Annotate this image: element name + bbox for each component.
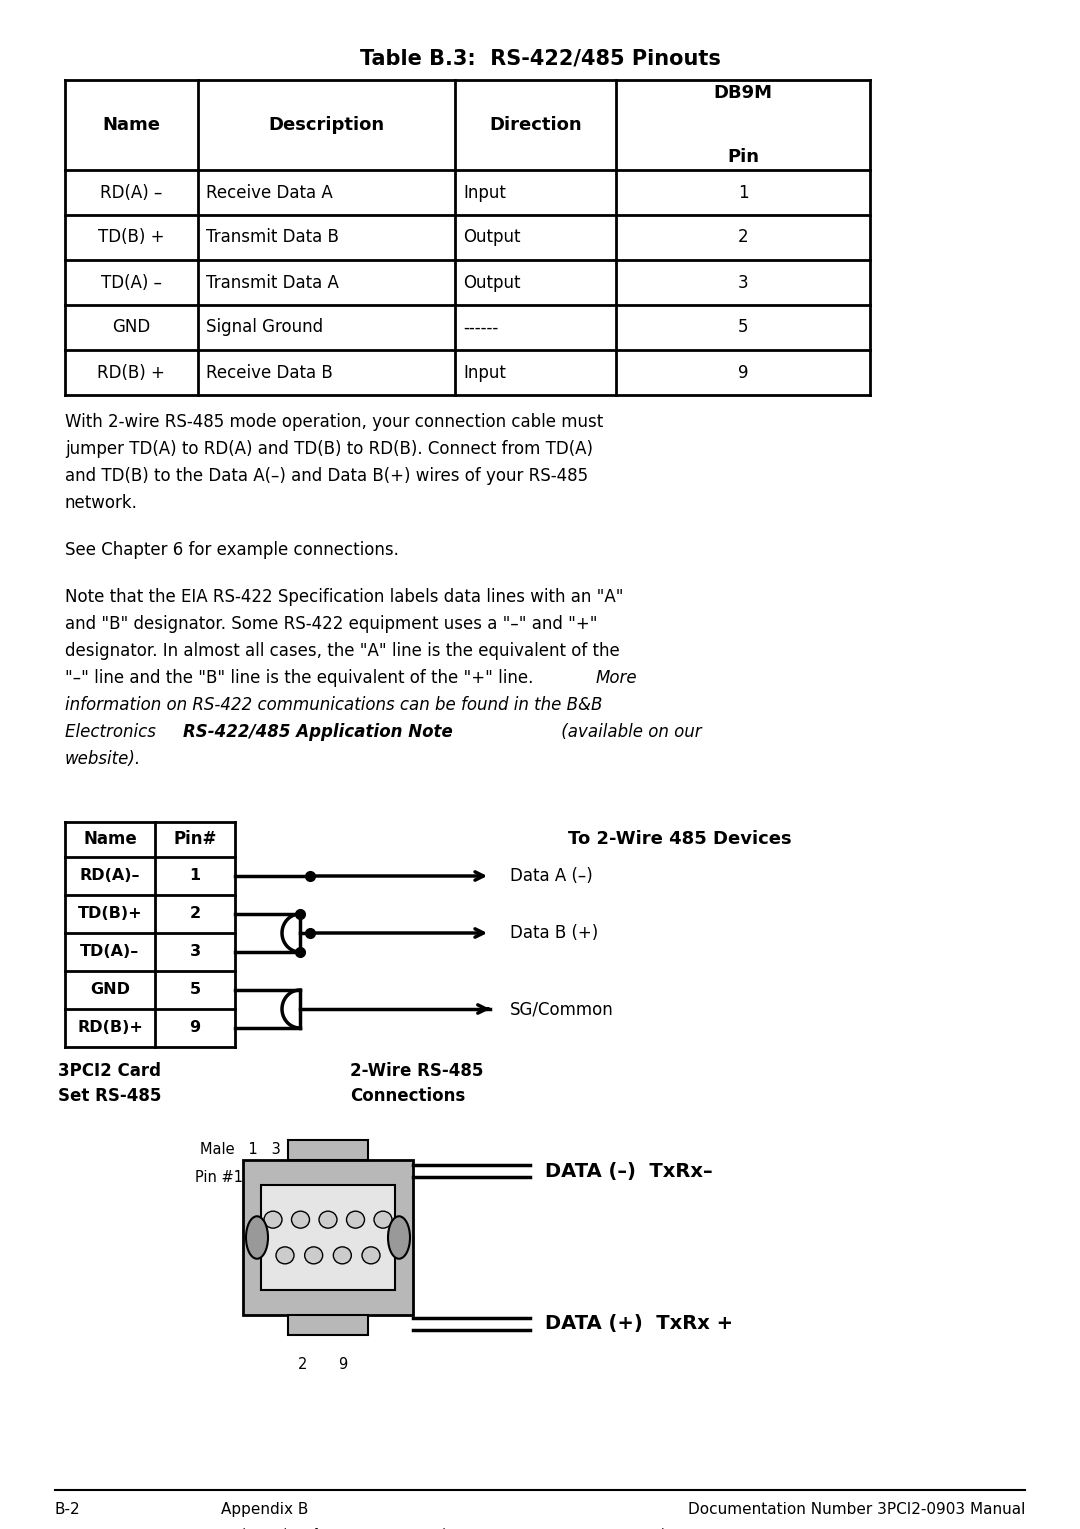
Text: SG/Common: SG/Common bbox=[510, 1000, 613, 1018]
Text: GND: GND bbox=[90, 983, 130, 997]
Text: Data A (–): Data A (–) bbox=[510, 867, 593, 885]
Text: 2: 2 bbox=[298, 1358, 308, 1372]
Text: 2: 2 bbox=[189, 907, 201, 922]
Text: GND: GND bbox=[112, 318, 150, 336]
Text: DB9M

Pin: DB9M Pin bbox=[714, 84, 772, 167]
Text: Appendix B: Appendix B bbox=[221, 1501, 309, 1517]
Text: and TD(B) to the Data A(–) and Data B(+) wires of your RS-485: and TD(B) to the Data A(–) and Data B(+)… bbox=[65, 466, 589, 485]
Text: Receive Data B: Receive Data B bbox=[206, 364, 333, 382]
Text: Signal Ground: Signal Ground bbox=[206, 318, 323, 336]
Text: 5: 5 bbox=[738, 318, 748, 336]
Text: jumper TD(A) to RD(A) and TD(B) to RD(B). Connect from TD(A): jumper TD(A) to RD(A) and TD(B) to RD(B)… bbox=[65, 440, 593, 459]
Ellipse shape bbox=[334, 1246, 351, 1264]
Text: 3PCI2 Card
Set RS-485: 3PCI2 Card Set RS-485 bbox=[58, 1063, 162, 1105]
Text: Direction: Direction bbox=[489, 116, 582, 135]
Text: Receive Data A: Receive Data A bbox=[206, 183, 333, 202]
Text: DATA (–)  TxRx–: DATA (–) TxRx– bbox=[545, 1162, 713, 1180]
Text: Description: Description bbox=[269, 116, 384, 135]
Text: More: More bbox=[596, 670, 637, 687]
Text: and "B" designator. Some RS-422 equipment uses a "–" and "+": and "B" designator. Some RS-422 equipmen… bbox=[65, 615, 597, 633]
Text: TD(A) –: TD(A) – bbox=[100, 274, 162, 292]
Ellipse shape bbox=[305, 1246, 323, 1264]
Ellipse shape bbox=[264, 1211, 282, 1228]
Text: DATA (+)  TxRx +: DATA (+) TxRx + bbox=[545, 1315, 733, 1333]
Text: 3: 3 bbox=[189, 945, 201, 960]
Bar bbox=[243, 1161, 413, 1315]
Text: ------: ------ bbox=[463, 318, 499, 336]
Text: TD(B)+: TD(B)+ bbox=[78, 907, 143, 922]
Text: Name: Name bbox=[83, 830, 137, 849]
Text: website).: website). bbox=[65, 751, 141, 768]
Text: 2-Wire RS-485
Connections: 2-Wire RS-485 Connections bbox=[350, 1063, 484, 1105]
Text: Output: Output bbox=[463, 274, 521, 292]
Text: 3: 3 bbox=[738, 274, 748, 292]
Text: With 2-wire RS-485 mode operation, your connection cable must: With 2-wire RS-485 mode operation, your … bbox=[65, 413, 604, 431]
Text: RS-422/485 Application Note: RS-422/485 Application Note bbox=[183, 723, 453, 742]
Ellipse shape bbox=[388, 1216, 410, 1258]
Text: 9: 9 bbox=[338, 1358, 348, 1372]
Text: RD(A)–: RD(A)– bbox=[80, 868, 140, 884]
Text: Transmit Data A: Transmit Data A bbox=[206, 274, 339, 292]
Text: 9: 9 bbox=[189, 1020, 201, 1035]
Bar bbox=[288, 1141, 368, 1161]
Ellipse shape bbox=[319, 1211, 337, 1228]
Ellipse shape bbox=[292, 1211, 310, 1228]
Text: 1: 1 bbox=[189, 868, 201, 884]
Ellipse shape bbox=[362, 1246, 380, 1264]
Text: TD(A)–: TD(A)– bbox=[80, 945, 139, 960]
Bar bbox=[288, 1315, 368, 1335]
Text: 1: 1 bbox=[738, 183, 748, 202]
Bar bbox=[261, 1185, 395, 1290]
Text: Pin #1: Pin #1 bbox=[195, 1170, 243, 1185]
Text: Data B (+): Data B (+) bbox=[510, 924, 598, 942]
Text: Male   1   3: Male 1 3 bbox=[200, 1142, 281, 1157]
Text: information on RS-422 communications can be found in the B&B: information on RS-422 communications can… bbox=[65, 696, 603, 714]
Text: Documentation Number 3PCI2-0903 Manual: Documentation Number 3PCI2-0903 Manual bbox=[688, 1501, 1025, 1517]
Ellipse shape bbox=[374, 1211, 392, 1228]
Text: Pin#: Pin# bbox=[173, 830, 217, 849]
Ellipse shape bbox=[276, 1246, 294, 1264]
Text: (available on our: (available on our bbox=[556, 723, 702, 742]
Ellipse shape bbox=[246, 1216, 268, 1258]
Text: Note that the EIA RS-422 Specification labels data lines with an "A": Note that the EIA RS-422 Specification l… bbox=[65, 589, 623, 605]
Text: Electronics: Electronics bbox=[65, 723, 161, 742]
Text: See Chapter 6 for example connections.: See Chapter 6 for example connections. bbox=[65, 541, 399, 560]
Text: Output: Output bbox=[463, 228, 521, 246]
Text: 2: 2 bbox=[738, 228, 748, 246]
Text: 9: 9 bbox=[738, 364, 748, 382]
Text: 5: 5 bbox=[189, 983, 201, 997]
Text: network.: network. bbox=[65, 494, 138, 512]
Text: RD(B) +: RD(B) + bbox=[97, 364, 165, 382]
Ellipse shape bbox=[347, 1211, 365, 1228]
Text: designator. In almost all cases, the "A" line is the equivalent of the: designator. In almost all cases, the "A"… bbox=[65, 642, 620, 661]
Text: Table B.3:  RS-422/485 Pinouts: Table B.3: RS-422/485 Pinouts bbox=[360, 47, 720, 67]
Text: Name: Name bbox=[103, 116, 161, 135]
Text: RD(A) –: RD(A) – bbox=[100, 183, 163, 202]
Text: Input: Input bbox=[463, 183, 507, 202]
Text: RD(B)+: RD(B)+ bbox=[77, 1020, 143, 1035]
Text: TD(B) +: TD(B) + bbox=[98, 228, 164, 246]
Text: Transmit Data B: Transmit Data B bbox=[206, 228, 339, 246]
Text: Input: Input bbox=[463, 364, 507, 382]
Text: B-2: B-2 bbox=[55, 1501, 81, 1517]
Text: To 2-Wire 485 Devices: To 2-Wire 485 Devices bbox=[568, 830, 792, 849]
Text: "–" line and the "B" line is the equivalent of the "+" line.: "–" line and the "B" line is the equival… bbox=[65, 670, 539, 687]
